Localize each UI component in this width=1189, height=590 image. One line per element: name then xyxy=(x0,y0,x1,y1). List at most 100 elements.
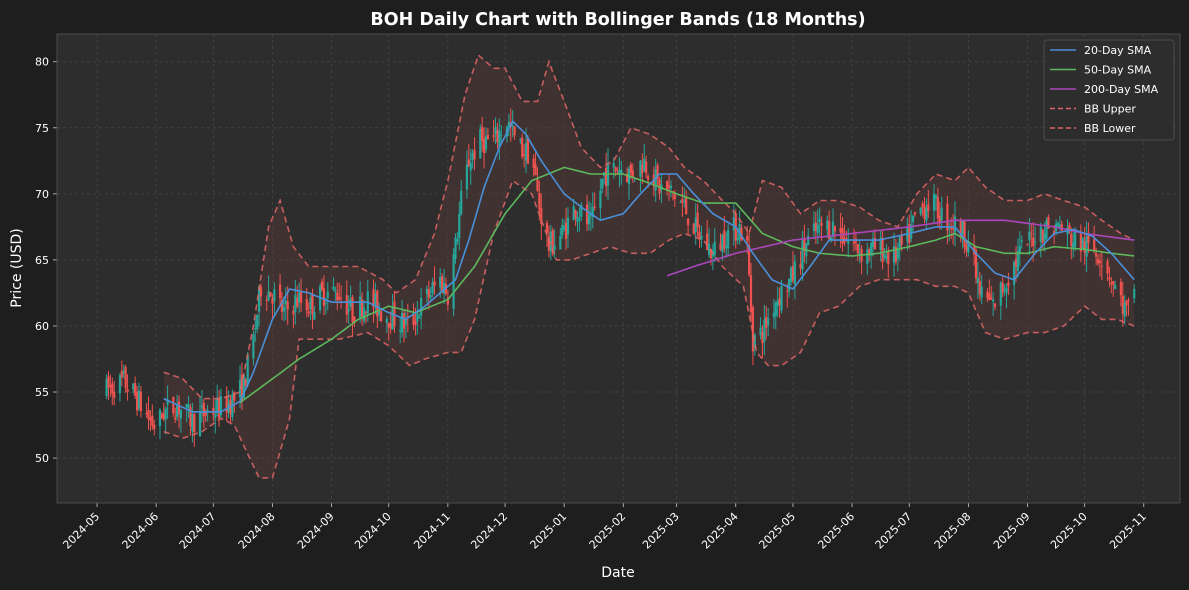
candle-body xyxy=(153,424,156,430)
candle-body xyxy=(416,313,419,322)
candle-body xyxy=(1125,300,1128,306)
candle-body xyxy=(372,289,375,308)
candle-body xyxy=(669,185,673,189)
candle-body xyxy=(818,218,821,223)
candle-body xyxy=(132,383,135,390)
candle-body xyxy=(778,298,781,306)
candle-body xyxy=(1087,233,1090,243)
candle-body xyxy=(776,300,779,306)
candle-body xyxy=(313,312,316,320)
candle-body xyxy=(858,253,861,255)
candle-body xyxy=(1007,282,1010,287)
candle-body xyxy=(748,245,751,275)
candle-body xyxy=(254,328,257,330)
candle-body xyxy=(793,261,796,284)
candle-body xyxy=(429,295,432,298)
candle-body xyxy=(940,207,943,221)
candle-body xyxy=(1028,231,1031,241)
candle-body xyxy=(482,138,486,154)
candle-body xyxy=(803,238,806,251)
candle-body xyxy=(1014,258,1018,267)
candle-body xyxy=(202,402,205,417)
candle-body xyxy=(294,295,297,313)
candle-body xyxy=(179,409,183,419)
candle-body xyxy=(1083,241,1086,253)
candle-body xyxy=(135,391,139,411)
candle-body xyxy=(879,237,882,250)
candle-body xyxy=(1119,281,1122,296)
candle-body xyxy=(566,217,570,235)
candle-body xyxy=(820,222,823,226)
candle-body xyxy=(536,179,539,191)
candle-body xyxy=(412,314,415,326)
candle-body xyxy=(376,290,379,317)
candle-body xyxy=(667,185,671,188)
candle-body xyxy=(1053,231,1056,234)
y-tick-label: 55 xyxy=(35,386,49,399)
candle-body xyxy=(814,222,817,231)
candle-body xyxy=(1018,246,1021,254)
candle-body xyxy=(273,289,276,301)
candle-body xyxy=(1123,302,1126,317)
candle-body xyxy=(885,255,888,259)
candle-body xyxy=(498,130,501,147)
candle-body xyxy=(564,222,568,239)
candle-body xyxy=(1041,229,1044,243)
candle-body xyxy=(959,219,962,237)
candle-body xyxy=(269,292,272,297)
candle-body xyxy=(961,220,964,235)
candle-body xyxy=(431,282,434,294)
candle-body xyxy=(561,225,564,236)
candle-body xyxy=(841,228,844,244)
sma20-line xyxy=(163,119,1135,413)
candle-body xyxy=(946,203,949,231)
candle-body xyxy=(654,169,657,191)
candle-body xyxy=(801,240,804,270)
candle-body xyxy=(1074,231,1077,247)
candle-body xyxy=(105,378,108,396)
candle-body xyxy=(681,199,684,204)
candle-body xyxy=(883,254,886,258)
candle-body xyxy=(656,164,659,179)
candle-body xyxy=(591,207,594,218)
candle-body xyxy=(559,235,562,250)
candle-body xyxy=(219,396,223,416)
candle-body xyxy=(458,213,461,239)
candle-body xyxy=(292,310,295,315)
candle-body xyxy=(258,287,261,312)
candle-body xyxy=(320,281,324,290)
candle-body xyxy=(473,150,476,160)
candle-body xyxy=(298,292,301,303)
candle-body xyxy=(881,237,884,263)
y-tick-label: 60 xyxy=(35,320,49,333)
candle-body xyxy=(494,126,497,135)
y-tick-label: 70 xyxy=(35,188,49,201)
candle-body xyxy=(256,314,259,330)
candle-body xyxy=(519,139,522,141)
candle-body xyxy=(549,231,552,252)
y-tick-label: 75 xyxy=(35,122,49,135)
candle-body xyxy=(441,276,444,292)
candle-body xyxy=(198,411,202,437)
candle-body xyxy=(137,390,141,409)
candle-body xyxy=(643,158,646,172)
candle-body xyxy=(481,126,484,141)
candle-body xyxy=(118,375,122,394)
candle-body xyxy=(193,413,196,433)
candle-body xyxy=(513,126,516,136)
candle-body xyxy=(847,239,850,244)
candle-body xyxy=(486,134,489,140)
candle-body xyxy=(538,193,541,210)
candle-body xyxy=(547,236,551,251)
candle-body xyxy=(839,227,842,233)
candle-body xyxy=(831,221,835,237)
candle-body xyxy=(780,285,783,311)
candle-body xyxy=(471,152,474,161)
candle-body xyxy=(380,311,383,322)
candle-body xyxy=(551,230,554,254)
candle-body xyxy=(139,391,142,411)
candle-body xyxy=(271,297,274,304)
candle-body xyxy=(351,296,354,322)
candle-body xyxy=(345,295,348,315)
candle-body xyxy=(868,249,871,256)
